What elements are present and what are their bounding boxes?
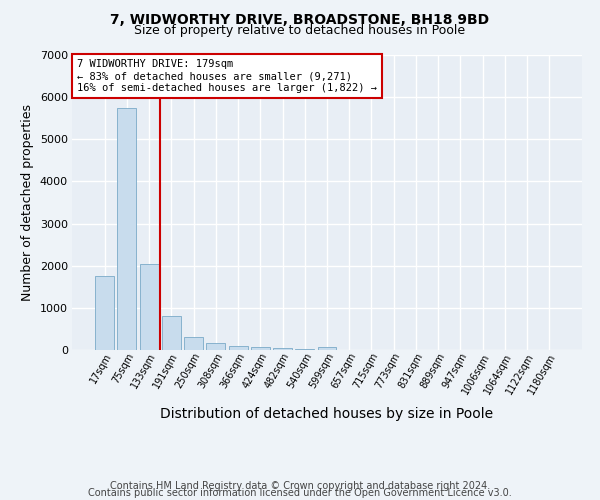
Text: Contains HM Land Registry data © Crown copyright and database right 2024.: Contains HM Land Registry data © Crown c… [110,481,490,491]
Text: 7, WIDWORTHY DRIVE, BROADSTONE, BH18 9BD: 7, WIDWORTHY DRIVE, BROADSTONE, BH18 9BD [110,12,490,26]
Bar [295,348,314,350]
X-axis label: Distribution of detached houses by size in Poole: Distribution of detached houses by size … [160,407,494,421]
Text: Size of property relative to detached houses in Poole: Size of property relative to detached ho… [134,24,466,37]
Bar [118,108,136,350]
Bar [162,316,181,350]
Y-axis label: Number of detached properties: Number of detached properties [21,104,34,301]
Text: 7 WIDWORTHY DRIVE: 179sqm
← 83% of detached houses are smaller (9,271)
16% of se: 7 WIDWORTHY DRIVE: 179sqm ← 83% of detac… [77,60,377,92]
Bar [140,264,158,350]
Text: Contains public sector information licensed under the Open Government Licence v3: Contains public sector information licen… [88,488,512,498]
Bar [317,348,337,350]
Bar [273,348,292,350]
Bar [206,342,225,350]
Bar [251,348,270,350]
Bar [229,346,248,350]
Bar [95,276,114,350]
Bar [184,338,203,350]
